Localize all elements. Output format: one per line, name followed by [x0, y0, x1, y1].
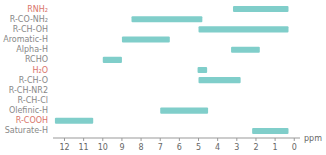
range-bar [55, 118, 93, 124]
x-tick [141, 138, 142, 141]
category-label: Olefinic-H [9, 106, 48, 115]
x-tick [102, 138, 103, 141]
x-tick [121, 138, 122, 141]
range-bar [132, 16, 203, 22]
x-tick [179, 138, 180, 141]
range-bar [199, 77, 241, 83]
category-label: Saturate-H [5, 126, 48, 135]
x-tick [236, 138, 237, 141]
range-bar [160, 108, 208, 114]
category-label: R-CH-OH [13, 25, 48, 34]
range-bar [231, 47, 260, 53]
category-label: R-CH-NR2 [9, 86, 48, 95]
x-tick [64, 138, 65, 141]
category-label: H₂O [32, 66, 48, 75]
range-bar [103, 57, 122, 63]
x-tick-label: 8 [139, 143, 144, 152]
x-axis [53, 138, 300, 139]
chart: RNH₂R-CO-NH₂R-CH-OHAromatic-HAlpha-HRCHO… [0, 0, 326, 155]
x-tick-label: 12 [59, 143, 69, 152]
range-bar [233, 6, 289, 12]
category-label: Aromatic-H [3, 35, 48, 44]
x-axis-label: ppm [304, 134, 322, 143]
category-label: R-COOH [16, 116, 48, 125]
x-tick-label: 1 [273, 143, 278, 152]
x-tick [255, 138, 256, 141]
x-tick [217, 138, 218, 141]
x-tick [83, 138, 84, 141]
category-label: RNH₂ [27, 5, 48, 14]
x-tick-label: 2 [253, 143, 258, 152]
category-label: R-CH-O [19, 76, 48, 85]
bars [55, 6, 289, 134]
x-tick-label: 7 [158, 143, 163, 152]
x-tick [198, 138, 199, 141]
category-label: R-CO-NH₂ [10, 15, 48, 24]
x-tick-label: 9 [119, 143, 124, 152]
range-bar [199, 26, 289, 32]
x-tick [294, 138, 295, 141]
category-label: RCHO [25, 55, 48, 64]
x-tick [275, 138, 276, 141]
range-bar [198, 67, 208, 73]
x-tick-label: 0 [292, 143, 297, 152]
x-tick-label: 6 [177, 143, 182, 152]
x-tick [160, 138, 161, 141]
x-tick-label: 5 [196, 143, 201, 152]
x-tick-label: 3 [234, 143, 239, 152]
x-tick-label: 10 [98, 143, 108, 152]
x-tick-label: 4 [215, 143, 220, 152]
category-label: R-CH-Cl [18, 96, 48, 105]
range-bar [122, 36, 170, 42]
x-tick-label: 11 [79, 143, 89, 152]
category-label: Alpha-H [16, 45, 48, 54]
range-bar [252, 128, 288, 134]
